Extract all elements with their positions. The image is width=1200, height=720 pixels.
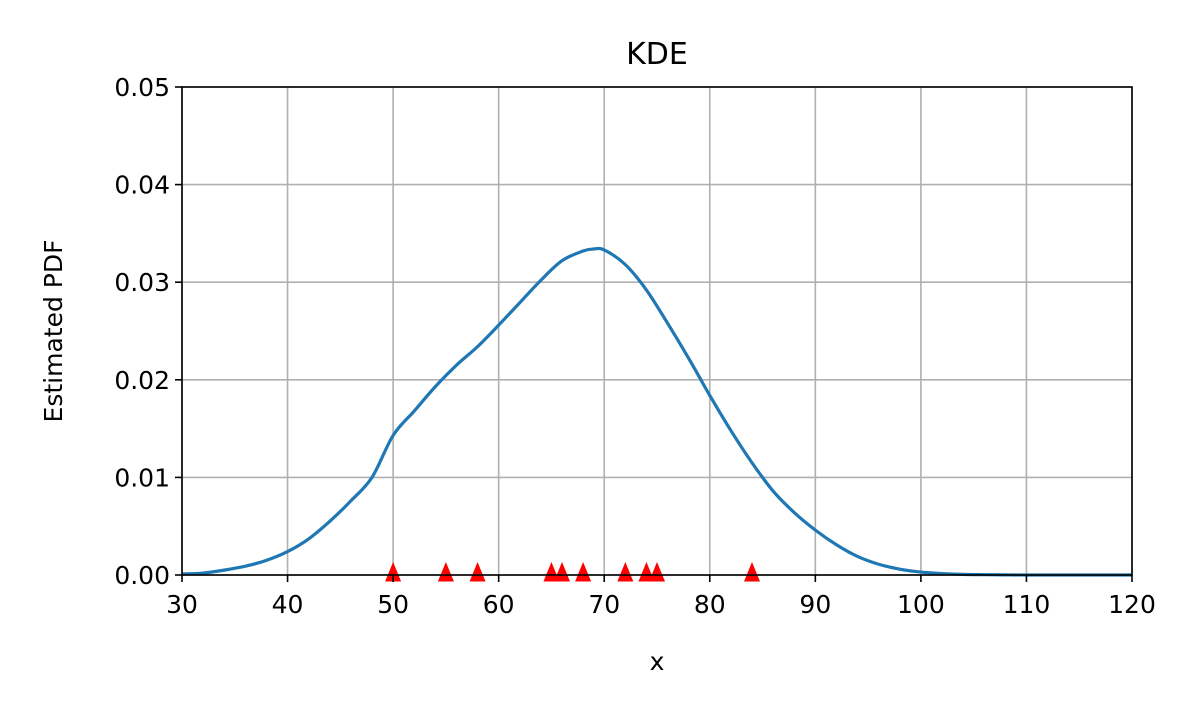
data-point-marker: [744, 562, 760, 582]
data-point-marker: [469, 562, 486, 582]
x-axis-label: x: [650, 647, 665, 676]
x-tick-label: 100: [897, 590, 945, 619]
data-point-marker: [649, 562, 665, 582]
x-tick-label: 70: [588, 590, 620, 619]
x-tick-label: 40: [272, 590, 304, 619]
plot-frame: [181, 86, 1133, 576]
x-tick-label: 60: [483, 590, 515, 619]
x-tick-label: 30: [166, 590, 198, 619]
y-tick-label: 0.00: [114, 561, 170, 590]
chart-title: KDE: [626, 37, 688, 72]
x-tick-label: 120: [1108, 590, 1156, 619]
series-layer: [181, 246, 1132, 582]
y-axis-label: Estimated PDF: [39, 240, 68, 423]
x-tick-label: 50: [377, 590, 409, 619]
data-point-marker: [543, 562, 560, 582]
kde-curve: [181, 246, 1132, 577]
data-point-marker: [638, 562, 655, 582]
data-point-marker: [617, 562, 634, 582]
x-tick-label: 80: [694, 590, 726, 619]
x-tick-label: 90: [799, 590, 831, 619]
y-tick-label: 0.05: [114, 73, 170, 102]
y-tick-label: 0.04: [114, 171, 170, 200]
y-tick-label: 0.03: [114, 268, 170, 297]
y-tick-label: 0.01: [114, 463, 170, 492]
x-tick-label: 110: [1003, 590, 1051, 619]
data-point-marker: [575, 562, 592, 582]
data-point-marker: [554, 562, 570, 582]
y-tick-label: 0.02: [114, 366, 170, 395]
ticks: 30 40 50 60 70 80 90 100 110 120 0.00 0.01 0.02 0.03 0…: [114, 73, 1156, 619]
data-point-marker: [385, 562, 402, 582]
data-point-marker: [437, 562, 454, 582]
